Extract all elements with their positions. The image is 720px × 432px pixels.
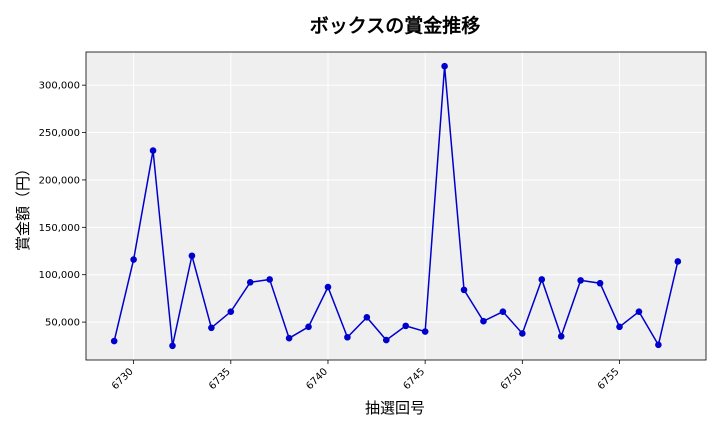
- data-point: [577, 277, 584, 284]
- series-layer: [110, 62, 682, 350]
- data-point: [441, 62, 448, 70]
- data-point: [557, 333, 565, 340]
- x-tick-label: 6730: [110, 366, 136, 392]
- data-point: [324, 283, 332, 291]
- y-tick-label: 300,000: [39, 81, 80, 92]
- y-tick-label: 150,000: [39, 223, 80, 234]
- plot-frame: [85, 51, 707, 361]
- data-point: [635, 308, 643, 315]
- data-point: [402, 322, 410, 330]
- data-point: [344, 333, 351, 341]
- data-point: [674, 258, 682, 265]
- data-point: [285, 334, 293, 342]
- data-point: [538, 276, 546, 283]
- plot-area: [86, 52, 706, 360]
- y-tick-label: 250,000: [39, 128, 80, 139]
- data-point: [655, 341, 662, 349]
- data-point: [149, 147, 157, 154]
- y-tick-label: 200,000: [39, 175, 80, 186]
- y-tick-label: 100,000: [39, 270, 80, 281]
- data-point: [246, 278, 254, 286]
- data-point: [460, 286, 468, 294]
- x-tick-label: 6750: [499, 366, 525, 392]
- data-point: [305, 323, 312, 331]
- chart-title: ボックスの賞金推移: [310, 14, 480, 37]
- data-point: [110, 337, 118, 345]
- data-point: [596, 279, 604, 287]
- y-tick-label: 50,000: [45, 318, 80, 329]
- data-point: [616, 323, 623, 331]
- x-tick-label: 6735: [207, 366, 233, 392]
- data-point: [227, 308, 235, 315]
- data-point: [382, 336, 390, 344]
- data-point: [130, 256, 137, 263]
- data-point: [363, 314, 371, 321]
- x-tick-label: 6740: [304, 366, 330, 392]
- y-axis-label: 賞金額（円）: [14, 161, 32, 251]
- data-point: [421, 328, 429, 335]
- data-point: [499, 308, 507, 315]
- grid-layer: [86, 52, 706, 360]
- x-tick-label: 6745: [401, 366, 427, 392]
- data-point: [169, 342, 176, 350]
- data-point: [188, 252, 196, 260]
- data-point: [519, 330, 526, 337]
- x-axis-label: 抽選回号: [365, 399, 425, 417]
- data-point: [208, 324, 215, 332]
- data-point: [480, 317, 487, 325]
- data-point: [266, 276, 273, 283]
- x-tick-label: 6755: [596, 366, 622, 392]
